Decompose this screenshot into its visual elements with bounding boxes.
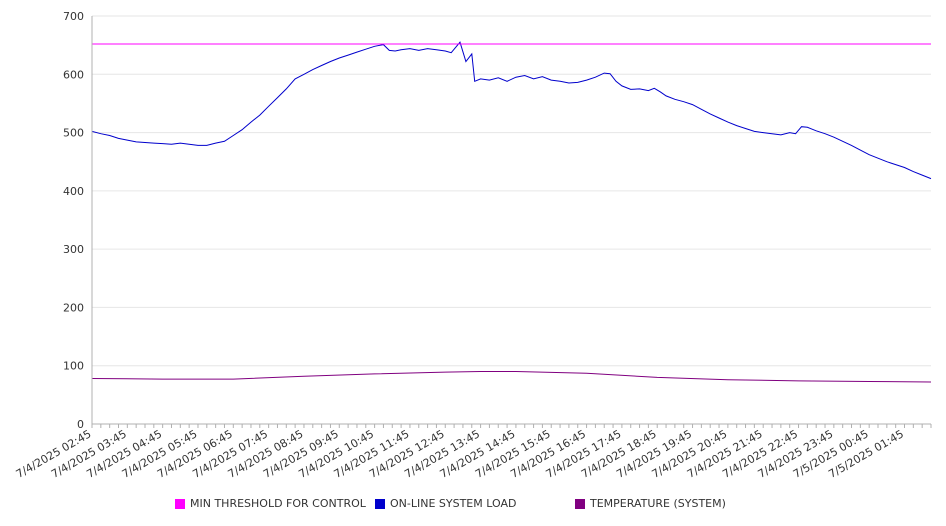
legend-swatch-system-load xyxy=(375,498,385,509)
y-tick-label: 200 xyxy=(63,301,84,314)
x-axis-ticks: 7/4/2025 02:457/4/2025 03:457/4/2025 04:… xyxy=(14,424,932,481)
legend-item-temperature[interactable]: TEMPERATURE (SYSTEM) xyxy=(575,497,726,510)
y-tick-label: 700 xyxy=(63,10,84,23)
y-tick-label: 600 xyxy=(63,68,84,81)
legend-swatch-temperature xyxy=(575,498,585,509)
y-tick-label: 400 xyxy=(63,185,84,198)
legend-item-system-load[interactable]: ON-LINE SYSTEM LOAD xyxy=(375,497,516,510)
legend-swatch-min-threshold xyxy=(175,498,185,509)
y-axis-ticks: 0 100 200 300 400 500 600 700 xyxy=(63,10,84,431)
legend-label-temperature: TEMPERATURE (SYSTEM) xyxy=(590,497,726,510)
series-lines xyxy=(91,41,932,383)
y-tick-label: 500 xyxy=(63,127,84,140)
legend-item-min-threshold[interactable]: MIN THRESHOLD FOR CONTROL xyxy=(175,497,366,510)
grid-lines xyxy=(92,15,931,367)
y-tick-label: 0 xyxy=(77,418,84,431)
y-tick-label: 300 xyxy=(63,243,84,256)
y-tick-label: 100 xyxy=(63,360,84,373)
series-line-2 xyxy=(91,371,932,383)
legend: MIN THRESHOLD FOR CONTROL ON-LINE SYSTEM… xyxy=(0,497,946,515)
legend-label-system-load: ON-LINE SYSTEM LOAD xyxy=(390,497,517,510)
legend-label-min-threshold: MIN THRESHOLD FOR CONTROL xyxy=(190,497,366,510)
series-line-1 xyxy=(91,41,932,180)
